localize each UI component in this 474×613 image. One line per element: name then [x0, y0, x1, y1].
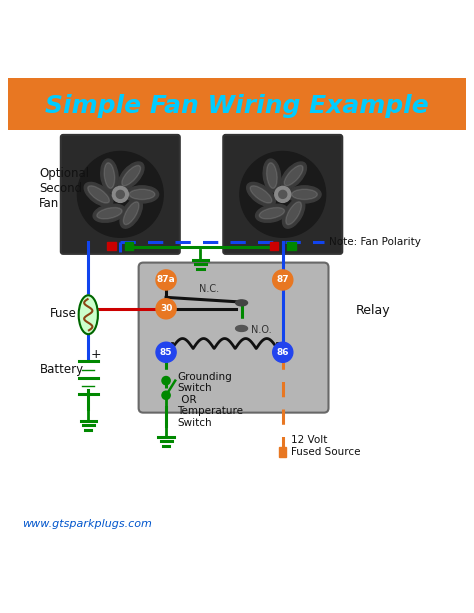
Ellipse shape	[104, 163, 115, 188]
Ellipse shape	[129, 189, 155, 200]
Circle shape	[275, 186, 291, 202]
FancyBboxPatch shape	[223, 135, 342, 254]
Ellipse shape	[88, 186, 109, 203]
Ellipse shape	[246, 183, 275, 207]
Bar	[108, 242, 116, 249]
Text: 87: 87	[276, 275, 289, 284]
Ellipse shape	[79, 295, 98, 334]
Text: Battery: Battery	[40, 363, 84, 376]
Ellipse shape	[236, 300, 247, 306]
Text: +: +	[91, 348, 101, 360]
Bar	[270, 242, 278, 249]
Ellipse shape	[101, 159, 118, 192]
Ellipse shape	[283, 198, 305, 228]
Bar	[279, 447, 286, 457]
Ellipse shape	[292, 189, 318, 200]
Text: Optional
Second
Fan: Optional Second Fan	[39, 167, 90, 210]
Text: Grounding
Switch
 OR
Temperature
Switch: Grounding Switch OR Temperature Switch	[177, 371, 244, 428]
Ellipse shape	[120, 198, 142, 228]
Text: www.gtsparkplugs.com: www.gtsparkplugs.com	[22, 519, 152, 529]
Circle shape	[162, 376, 170, 385]
Circle shape	[77, 151, 163, 237]
Ellipse shape	[93, 204, 126, 223]
Ellipse shape	[263, 159, 281, 192]
Text: Fuse: Fuse	[49, 307, 76, 320]
Ellipse shape	[126, 186, 159, 203]
Circle shape	[273, 270, 293, 290]
Circle shape	[156, 270, 176, 290]
Ellipse shape	[123, 202, 139, 224]
Text: Note: Fan Polarity: Note: Fan Polarity	[328, 237, 420, 248]
Circle shape	[112, 186, 128, 202]
Circle shape	[240, 151, 326, 237]
Ellipse shape	[286, 202, 301, 224]
Circle shape	[116, 191, 124, 199]
Ellipse shape	[266, 163, 277, 188]
Circle shape	[156, 299, 176, 319]
Ellipse shape	[84, 183, 113, 207]
Ellipse shape	[122, 166, 141, 186]
Circle shape	[273, 342, 293, 362]
Bar	[125, 242, 133, 249]
Text: 85: 85	[160, 348, 173, 357]
Text: N.C.: N.C.	[200, 284, 219, 294]
Ellipse shape	[250, 186, 272, 203]
Ellipse shape	[259, 208, 284, 219]
Text: N.O.: N.O.	[251, 326, 271, 335]
Circle shape	[279, 191, 287, 199]
Ellipse shape	[236, 326, 247, 332]
FancyBboxPatch shape	[138, 262, 328, 413]
Text: Simple Fan Wiring Example: Simple Fan Wiring Example	[45, 94, 429, 118]
Bar	[287, 242, 296, 249]
Circle shape	[156, 342, 176, 362]
FancyBboxPatch shape	[61, 135, 180, 254]
Text: 30: 30	[160, 304, 172, 313]
Ellipse shape	[118, 162, 144, 189]
Ellipse shape	[288, 186, 321, 203]
Circle shape	[162, 391, 170, 400]
Ellipse shape	[284, 166, 303, 186]
Text: 86: 86	[276, 348, 289, 357]
Text: 87a: 87a	[157, 275, 175, 284]
Ellipse shape	[281, 162, 306, 189]
Ellipse shape	[97, 208, 122, 219]
Text: Relay: Relay	[356, 303, 391, 317]
FancyBboxPatch shape	[8, 78, 466, 131]
Ellipse shape	[255, 204, 288, 223]
Text: 12 Volt
Fused Source: 12 Volt Fused Source	[291, 435, 361, 457]
